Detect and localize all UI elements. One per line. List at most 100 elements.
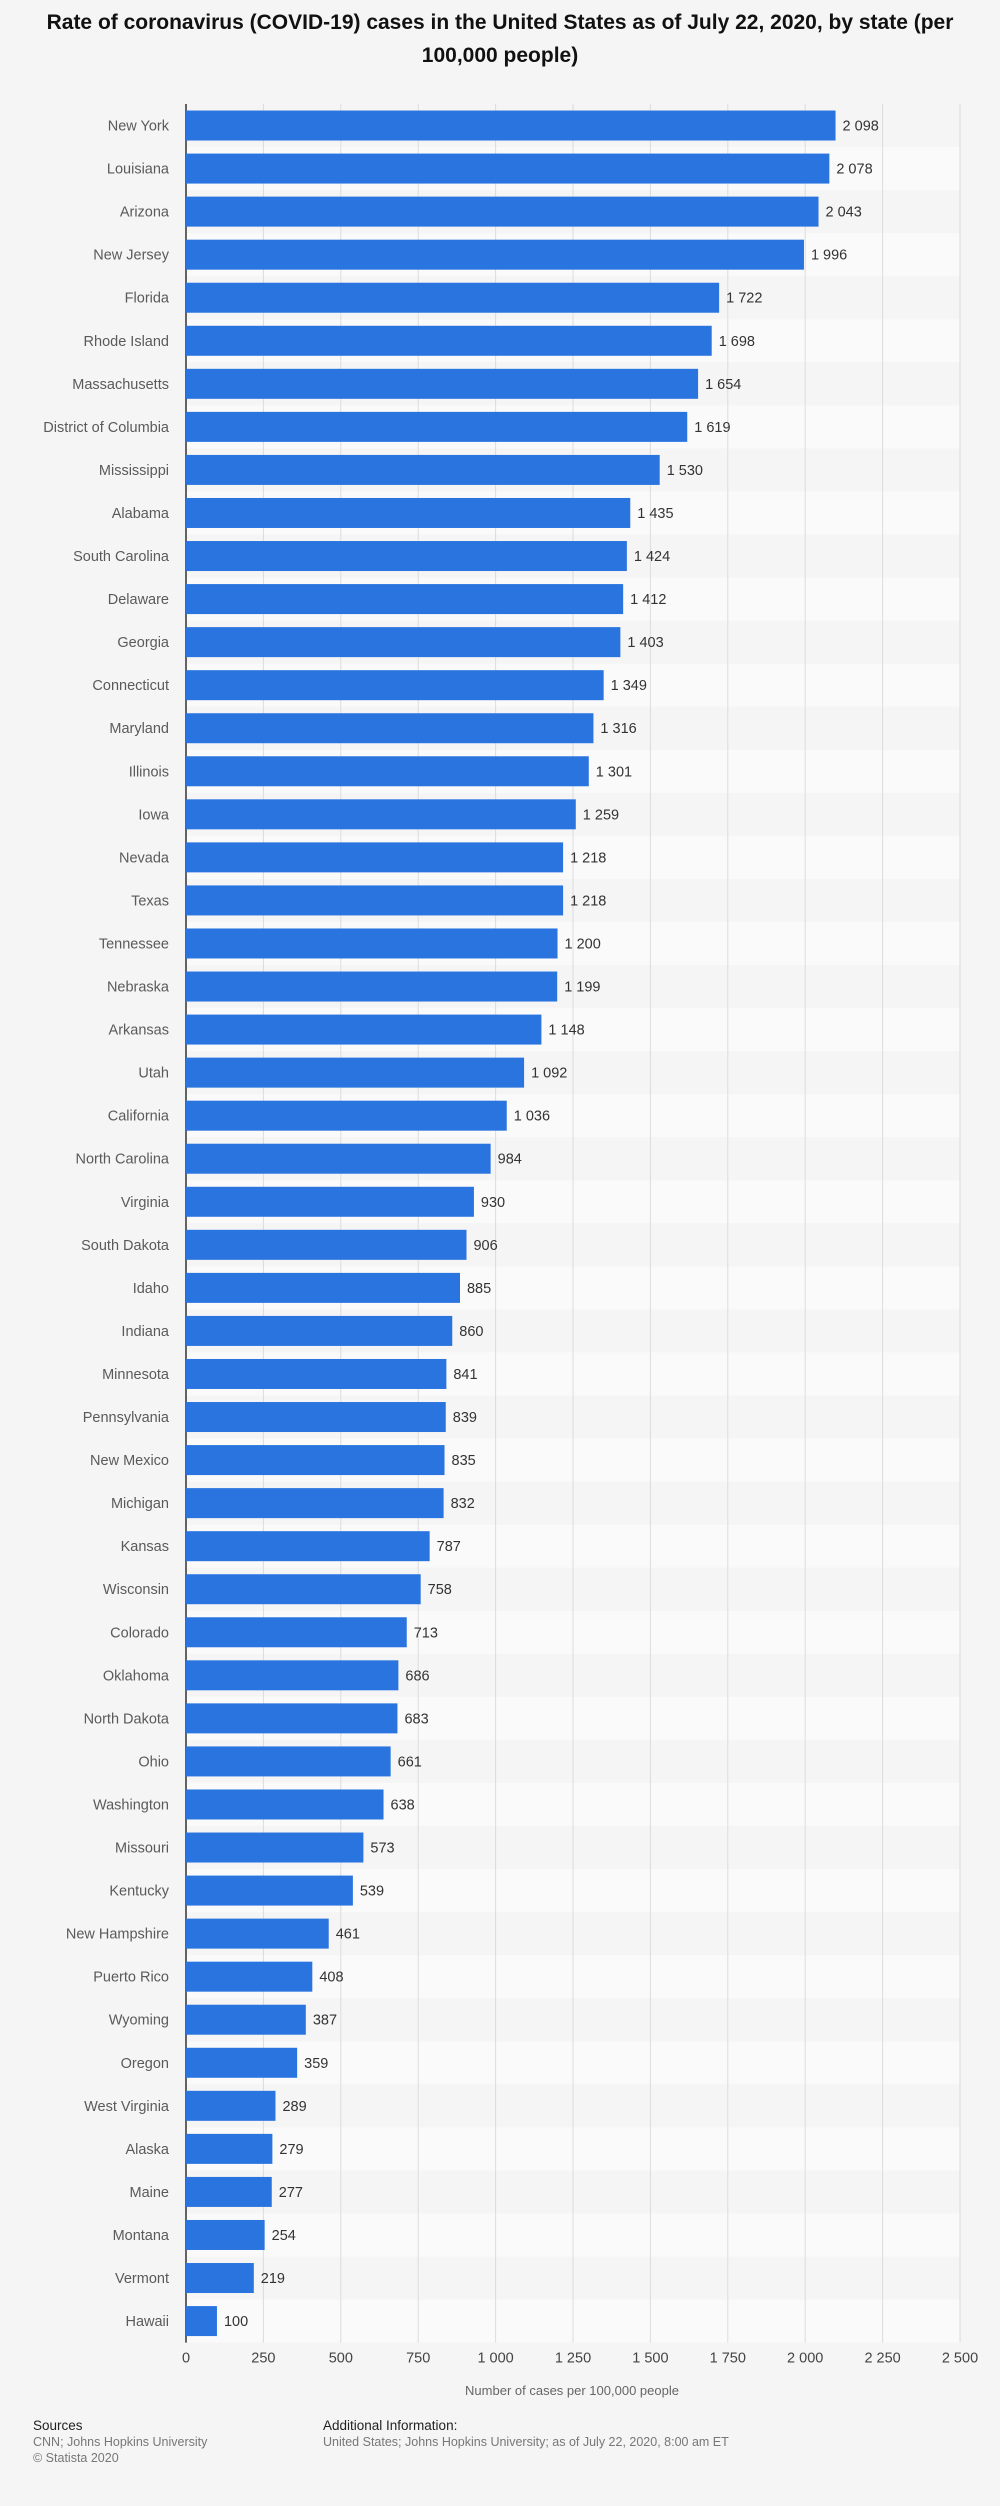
x-tick-label: 0 bbox=[182, 2351, 190, 2367]
bar bbox=[186, 1488, 444, 1519]
value-label: 1 148 bbox=[548, 1023, 584, 1039]
category-label: Delaware bbox=[108, 592, 169, 608]
bar bbox=[186, 2090, 276, 2121]
bar bbox=[186, 282, 720, 313]
bar bbox=[186, 1918, 329, 1949]
bar bbox=[186, 756, 589, 787]
bar bbox=[186, 1272, 460, 1303]
x-tick-label: 1 250 bbox=[555, 2351, 591, 2367]
category-label: Ohio bbox=[138, 1754, 169, 1770]
category-label: Maine bbox=[130, 2185, 170, 2201]
bar bbox=[186, 713, 594, 744]
bar bbox=[186, 1229, 467, 1260]
value-label: 1 259 bbox=[583, 807, 619, 823]
category-label: Michigan bbox=[111, 1496, 169, 1512]
value-label: 1 403 bbox=[627, 635, 663, 651]
category-label: Nevada bbox=[119, 850, 170, 866]
bar bbox=[186, 1574, 421, 1605]
bar bbox=[186, 1100, 507, 1131]
value-label: 2 043 bbox=[826, 205, 862, 221]
x-tick-label: 1 000 bbox=[477, 2351, 513, 2367]
value-label: 1 218 bbox=[570, 850, 606, 866]
value-label: 1 218 bbox=[570, 893, 606, 909]
value-label: 1 199 bbox=[564, 980, 600, 996]
value-label: 277 bbox=[279, 2185, 303, 2201]
bar bbox=[186, 1875, 353, 1906]
value-label: 1 435 bbox=[637, 506, 673, 522]
value-label: 885 bbox=[467, 1281, 491, 1297]
x-tick-label: 1 750 bbox=[710, 2351, 746, 2367]
x-tick-label: 1 500 bbox=[632, 2351, 668, 2367]
value-label: 279 bbox=[279, 2142, 303, 2158]
category-label: Louisiana bbox=[107, 162, 170, 178]
category-label: Florida bbox=[125, 291, 170, 307]
category-label: New Jersey bbox=[93, 248, 169, 264]
bar bbox=[186, 799, 576, 830]
chart-title: Rate of coronavirus (COVID-19) cases in … bbox=[46, 11, 954, 67]
category-label: South Carolina bbox=[73, 549, 170, 565]
category-label: North Dakota bbox=[84, 1711, 170, 1727]
value-label: 1 654 bbox=[705, 377, 741, 393]
category-label: New York bbox=[108, 119, 170, 135]
category-label: California bbox=[108, 1109, 170, 1125]
value-label: 1 301 bbox=[596, 764, 632, 780]
value-label: 254 bbox=[272, 2228, 296, 2244]
category-label: Colorado bbox=[110, 1625, 169, 1641]
category-label: Iowa bbox=[138, 807, 170, 823]
bar bbox=[186, 239, 804, 270]
category-label: New Mexico bbox=[90, 1453, 169, 1469]
category-label: Kentucky bbox=[109, 1884, 169, 1900]
bar bbox=[186, 2219, 265, 2250]
bar bbox=[186, 584, 624, 615]
category-label: Nebraska bbox=[107, 980, 170, 996]
additional-info-block: Additional Information: United States; J… bbox=[323, 2418, 729, 2450]
bars bbox=[186, 110, 836, 2337]
bar bbox=[186, 497, 631, 528]
value-label: 1 316 bbox=[600, 721, 636, 737]
value-label: 860 bbox=[459, 1324, 483, 1340]
x-axis-title: Number of cases per 100,000 people bbox=[465, 2383, 679, 2398]
bar bbox=[186, 2306, 217, 2337]
value-label: 539 bbox=[360, 1884, 384, 1900]
value-label: 1 424 bbox=[634, 549, 670, 565]
category-label: Tennessee bbox=[99, 936, 169, 952]
x-tick-label: 750 bbox=[406, 2351, 430, 2367]
bar bbox=[186, 842, 564, 873]
category-label: Maryland bbox=[109, 721, 169, 737]
bar bbox=[186, 1315, 453, 1346]
x-tick-label: 2 500 bbox=[942, 2351, 978, 2367]
bar bbox=[186, 1143, 491, 1174]
value-label: 906 bbox=[473, 1238, 497, 1254]
value-label: 686 bbox=[405, 1668, 429, 1684]
value-label: 661 bbox=[398, 1754, 422, 1770]
bar bbox=[186, 454, 660, 485]
category-label: Idaho bbox=[133, 1281, 169, 1297]
bar bbox=[186, 1789, 384, 1820]
bar bbox=[186, 411, 688, 442]
category-label: Wyoming bbox=[109, 2013, 169, 2029]
category-label: Illinois bbox=[129, 764, 169, 780]
value-label: 2 078 bbox=[836, 162, 872, 178]
bar bbox=[186, 971, 558, 1002]
category-label: Vermont bbox=[115, 2271, 169, 2287]
category-label: Montana bbox=[113, 2228, 170, 2244]
value-label: 1 530 bbox=[667, 463, 703, 479]
additional-info-text: United States; Johns Hopkins University;… bbox=[323, 2435, 729, 2449]
value-label: 930 bbox=[481, 1195, 505, 1211]
value-label: 461 bbox=[336, 1927, 360, 1943]
bar bbox=[186, 1617, 407, 1648]
bar bbox=[186, 368, 699, 399]
category-label: Puerto Rico bbox=[93, 1970, 169, 1986]
bar bbox=[186, 2133, 273, 2164]
category-label: Utah bbox=[138, 1066, 169, 1082]
bar bbox=[186, 1746, 391, 1777]
category-label: South Dakota bbox=[81, 1238, 170, 1254]
bar bbox=[186, 1660, 399, 1691]
bar bbox=[186, 541, 627, 572]
value-label: 841 bbox=[453, 1367, 477, 1383]
value-label: 100 bbox=[224, 2314, 248, 2330]
category-label: Rhode Island bbox=[84, 334, 169, 350]
category-label: Arkansas bbox=[109, 1023, 169, 1039]
category-label: Oklahoma bbox=[103, 1668, 170, 1684]
category-label: Massachusetts bbox=[72, 377, 169, 393]
